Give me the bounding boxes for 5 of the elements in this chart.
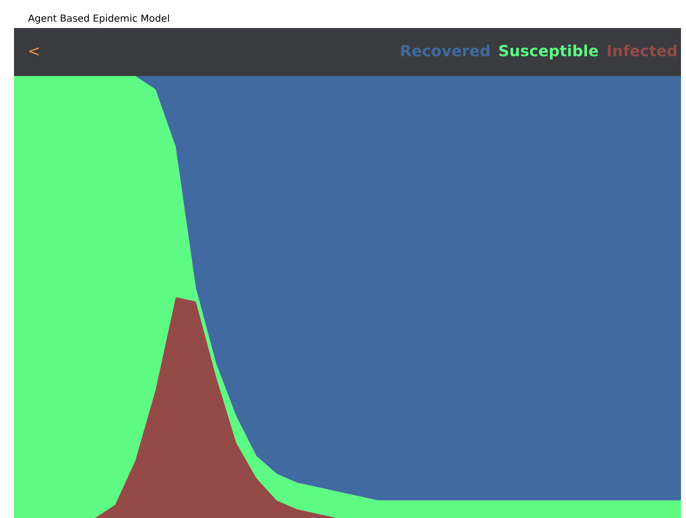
series-label: Recovered	[401, 44, 490, 56]
chart-title: Agent Based Epidemic Model	[28, 14, 169, 24]
text: Susceptible	[499, 44, 598, 60]
text: <	[29, 47, 39, 56]
text: Infected	[608, 44, 676, 56]
